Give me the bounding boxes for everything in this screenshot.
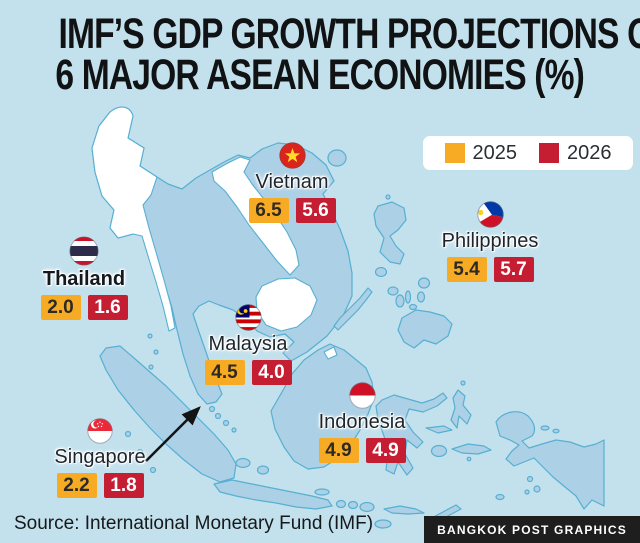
map-madura-island — [314, 488, 330, 496]
map-new-guinea-shape — [495, 411, 605, 510]
legend-swatch-2025 — [444, 143, 465, 163]
flag-philippines-icon — [476, 201, 504, 228]
country-cluster-vietnam: Vietnam 6.5 5.6 — [230, 142, 354, 223]
country-cluster-indonesia: Indonesia 4.9 4.9 — [300, 382, 424, 463]
legend-label-2025: 2025 — [472, 141, 518, 164]
map-sumba-island — [374, 519, 392, 529]
map-tanimbar-island — [495, 493, 505, 501]
source-attribution: Source: International Monetary Fund (IMF… — [14, 513, 374, 534]
map-small-island — [385, 194, 391, 200]
value-2026: 4.0 — [251, 360, 292, 385]
flag-malaysia-icon — [234, 304, 262, 331]
value-2025: 4.9 — [318, 438, 359, 463]
country-cluster-thailand: Thailand 2.0 1.6 — [22, 236, 146, 320]
map-luzon-shape — [373, 201, 407, 265]
map-mindoro-island — [374, 266, 388, 278]
map-small-island — [524, 489, 530, 495]
map-buru-island — [430, 444, 448, 458]
map-borneo-shape — [270, 343, 375, 470]
value-2026: 1.8 — [103, 473, 144, 498]
map-lombok-island — [347, 500, 359, 510]
map-small-island — [136, 448, 144, 456]
map-bangka-island — [235, 457, 251, 469]
map-flores-island — [383, 505, 425, 515]
credit-badge: BANGKOK POST GRAPHICS — [424, 516, 640, 543]
map-panay-island — [387, 286, 399, 296]
country-label: Indonesia — [318, 411, 406, 433]
map-singapore-island — [208, 405, 216, 413]
map-negros-island — [395, 294, 405, 308]
value-2026: 4.9 — [365, 438, 406, 463]
map-bohol-island — [408, 303, 418, 311]
value-2026: 5.6 — [295, 198, 336, 223]
country-label: Malaysia — [208, 333, 288, 355]
map-leyte-island — [416, 291, 426, 303]
value-2025: 5.4 — [446, 257, 487, 282]
value-2025: 2.0 — [40, 295, 81, 320]
map-hainan-island — [327, 149, 347, 167]
map-small-island — [214, 412, 222, 420]
country-cluster-singapore: Singapore 2.2 1.8 — [38, 418, 162, 498]
country-label: Philippines — [441, 230, 539, 252]
value-2026: 5.7 — [493, 257, 534, 282]
map-small-island — [148, 364, 154, 370]
value-row: 2.2 1.8 — [56, 473, 144, 498]
map-small-island — [460, 380, 466, 386]
value-2025: 6.5 — [248, 198, 289, 223]
map-aru-island — [533, 485, 541, 493]
map-cebu-island — [404, 290, 412, 304]
map-small-island — [124, 430, 132, 438]
map-sumbawa-island — [359, 501, 375, 513]
title-line-2: 6 MAJOR ASEAN ECONOMIES (%) — [55, 51, 586, 99]
map-small-island — [466, 456, 472, 462]
map-sumatra-shape — [99, 345, 237, 483]
map-small-island — [222, 419, 230, 427]
title-line-1: IMF’S GDP GROWTH PROJECTIONS OF — [58, 10, 640, 58]
map-bali-island — [335, 499, 347, 509]
legend-item-2026: 2026 — [539, 142, 612, 165]
flag-singapore-icon — [87, 418, 113, 444]
value-row: 5.4 5.7 — [446, 257, 534, 282]
map-palawan-island — [333, 287, 373, 331]
country-cluster-malaysia: Malaysia 4.5 4.0 — [186, 304, 310, 385]
map-small-island — [147, 333, 153, 339]
value-row: 2.0 1.6 — [40, 295, 128, 320]
map-samar-island — [417, 277, 431, 289]
country-label: Vietnam — [255, 171, 329, 193]
country-label: Singapore — [54, 446, 146, 468]
map-seram-island — [451, 443, 492, 455]
value-row: 4.9 4.9 — [318, 438, 406, 463]
map-halmahera-island — [450, 389, 472, 429]
legend-swatch-2026 — [539, 143, 559, 163]
flag-thailand-icon — [69, 236, 99, 266]
map-small-island — [153, 349, 159, 355]
value-2026: 1.6 — [87, 295, 128, 320]
map-kai-island — [526, 475, 534, 483]
value-2025: 4.5 — [204, 360, 245, 385]
map-small-island — [552, 428, 560, 434]
flag-indonesia-icon — [348, 382, 376, 409]
legend-item-2025: 2025 — [444, 141, 518, 165]
value-row: 6.5 5.6 — [248, 198, 336, 223]
map-sula-islands — [425, 425, 453, 434]
map-brunei-shape — [323, 346, 338, 360]
legend-label-2026: 2026 — [567, 141, 612, 164]
map-misool-island — [540, 425, 550, 431]
country-label: Thailand — [42, 268, 126, 290]
value-row: 4.5 4.0 — [204, 360, 292, 385]
map-myanmar-shape — [91, 106, 176, 332]
map-small-island — [231, 427, 237, 433]
map-small-island — [149, 466, 157, 474]
flag-vietnam-icon — [278, 142, 306, 169]
map-mindanao-shape — [397, 309, 453, 349]
legend: 2025 2026 — [423, 136, 633, 170]
map-belitung-island — [256, 465, 270, 475]
page-title: IMF’S GDP GROWTH PROJECTIONS OF 6 MAJOR … — [0, 10, 640, 99]
map-java-shape — [213, 479, 333, 510]
country-cluster-philippines: Philippines 5.4 5.7 — [428, 201, 552, 282]
value-2025: 2.2 — [56, 473, 97, 498]
